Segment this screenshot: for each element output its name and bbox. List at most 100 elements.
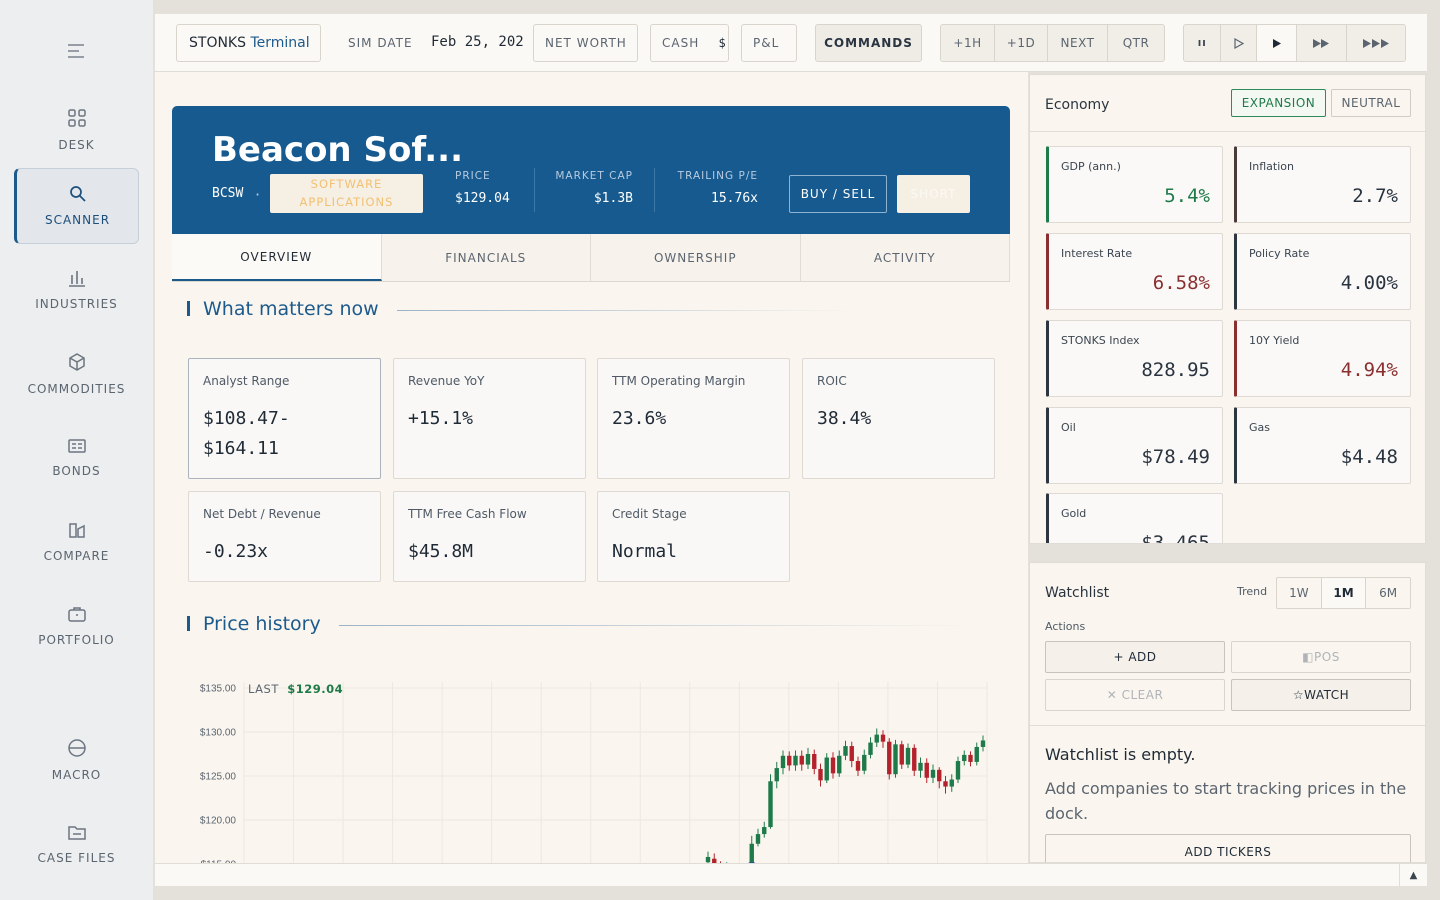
economy-tile-oil[interactable]: Oil $78.49 (1046, 407, 1223, 484)
economy-tile-gold[interactable]: Gold $3,465 (1046, 493, 1223, 544)
candle-body (749, 843, 754, 863)
tile-value: 6.58% (1152, 272, 1210, 294)
metric-card-net-debt[interactable]: Net Debt / Revenue -0.23x (188, 491, 381, 582)
sidebar-item-industries[interactable]: INDUSTRIES (14, 252, 139, 328)
metric-card-operating-margin[interactable]: TTM Operating Margin 23.6% (597, 358, 790, 479)
sidebar-item-case-files[interactable]: CASE FILES (14, 806, 139, 882)
tile-value: 4.94% (1340, 359, 1398, 381)
economy-tile-inflation[interactable]: Inflation 2.7% (1234, 146, 1411, 223)
sidebar-item-label: BONDS (52, 464, 101, 478)
sidebar-item-bonds[interactable]: BONDS (14, 420, 139, 496)
last-value: $129.04 (287, 682, 344, 696)
section-rule (397, 310, 857, 311)
metric-value: 38.4% (817, 408, 872, 429)
sidebar-item-scanner[interactable]: SCANNER (14, 168, 139, 244)
tab-financials[interactable]: FINANCIALS (382, 234, 591, 281)
fastest-button[interactable] (1347, 25, 1405, 61)
sidebar-item-label: SCANNER (44, 213, 111, 227)
sector-badge[interactable]: SOFTWARE APPLICATIONS (270, 174, 423, 213)
pl-button[interactable]: P&L (741, 24, 797, 62)
buy-sell-button[interactable]: BUY / SELL (789, 175, 887, 213)
sidebar-item-label: PORTFOLIO (38, 633, 115, 647)
candle-body (780, 755, 786, 769)
top-bar: STONKS Terminal SIM DATE Feb 25, 202 NET… (155, 14, 1427, 72)
regime-expansion-badge[interactable]: EXPANSION (1231, 89, 1326, 117)
step-next-button[interactable]: NEXT (1048, 25, 1108, 61)
pe-value: 15.76x (711, 191, 758, 206)
metric-card-analyst-range[interactable]: Analyst Range $108.47- $164.11 (188, 358, 381, 479)
candle-body (787, 755, 792, 766)
tab-overview[interactable]: OVERVIEW (172, 234, 382, 281)
y-tick-label: $115.00 (201, 860, 237, 864)
pe-label: TRAILING P/E (677, 170, 758, 182)
play-slow-button[interactable] (1221, 25, 1258, 61)
regime-neutral-badge[interactable]: NEUTRAL (1331, 89, 1411, 117)
net-worth-button[interactable]: NET WORTH (533, 24, 638, 62)
economy-tile-gdp[interactable]: GDP (ann.) 5.4% (1046, 146, 1223, 223)
market-cap-label: MARKET CAP (555, 170, 633, 182)
range-6m-button[interactable]: 6M (1379, 586, 1398, 600)
candle-body (843, 746, 848, 756)
step-1h-button[interactable]: +1H (941, 25, 995, 61)
y-tick-label: $130.00 (200, 728, 237, 739)
economy-tile-stonks-index[interactable]: STONKS Index 828.95 (1046, 320, 1223, 397)
range-1m-button[interactable]: 1M (1321, 578, 1367, 608)
metric-label: Credit Stage (612, 507, 687, 521)
candle-body (805, 754, 811, 765)
metric-card-credit-stage[interactable]: Credit Stage Normal (597, 491, 790, 582)
metric-card-roic[interactable]: ROIC 38.4% (802, 358, 995, 479)
short-button[interactable]: SHORT (897, 175, 970, 213)
dock-toggle-button[interactable]: ▲ (1399, 864, 1427, 886)
pos-button[interactable]: ◧POS (1231, 641, 1411, 673)
divider (1030, 725, 1425, 726)
candle-body (824, 757, 829, 781)
candle-body (793, 755, 798, 766)
sidebar-item-commodities[interactable]: COMMODITIES (14, 336, 139, 412)
company-name: Beacon Sof... (212, 130, 463, 170)
add-button[interactable]: + ADD (1045, 641, 1225, 673)
economy-tile-10y-yield[interactable]: 10Y Yield 4.94% (1234, 320, 1411, 397)
sidebar-item-desk[interactable]: DESK (14, 92, 139, 168)
sidebar-item-macro[interactable]: MACRO (14, 722, 139, 798)
watchlist-title: Watchlist (1045, 585, 1110, 601)
sidebar-item-portfolio[interactable]: PORTFOLIO (14, 588, 139, 664)
commands-button[interactable]: COMMANDS (815, 24, 922, 62)
watch-button[interactable]: ☆WATCH (1231, 679, 1411, 711)
fastest-icon (1362, 38, 1389, 48)
clear-button[interactable]: ✕ CLEAR (1045, 679, 1225, 711)
range-1w-button[interactable]: 1W (1277, 578, 1322, 608)
trend-label: Trend (1237, 585, 1268, 598)
play-icon (1272, 38, 1281, 48)
metric-value: +15.1% (408, 408, 474, 429)
add-tickers-button[interactable]: ADD TICKERS (1045, 834, 1411, 862)
price-chart[interactable]: $135.00$130.00$125.00$120.00$115.00E (172, 662, 1002, 863)
step-1d-button[interactable]: +1D (995, 25, 1048, 61)
folder-icon (67, 826, 86, 840)
fast-forward-icon (1313, 38, 1330, 48)
metric-card-revenue-yoy[interactable]: Revenue YoY +15.1% (393, 358, 586, 479)
metric-label: Net Debt / Revenue (203, 507, 321, 521)
cash-button[interactable]: CASH $ (650, 24, 729, 62)
menu-icon[interactable] (67, 43, 85, 59)
step-qtr-button[interactable]: QTR (1122, 36, 1150, 50)
metric-value: Normal (612, 541, 678, 562)
candle-body (943, 781, 948, 787)
sidebar-item-compare[interactable]: COMPARE (14, 504, 139, 580)
candle-body (899, 744, 904, 765)
tab-ownership[interactable]: OWNERSHIP (591, 234, 801, 281)
play-button[interactable] (1257, 25, 1297, 61)
tile-value: $3,465 (1141, 532, 1210, 544)
economy-tile-interest-rate[interactable]: Interest Rate 6.58% (1046, 233, 1223, 310)
sidebar-item-label: INDUSTRIES (35, 297, 118, 311)
brand-name: STONKS (189, 35, 246, 51)
tile-label: Interest Rate (1061, 247, 1133, 260)
pause-button[interactable] (1184, 25, 1221, 61)
economy-tile-policy-rate[interactable]: Policy Rate 4.00% (1234, 233, 1411, 310)
economy-tile-gas[interactable]: Gas $4.48 (1234, 407, 1411, 484)
candle-body (880, 734, 886, 742)
tile-value: 4.00% (1340, 272, 1398, 294)
candle-body (980, 740, 986, 747)
metric-card-free-cash-flow[interactable]: TTM Free Cash Flow $45.8M (393, 491, 586, 582)
fast-forward-button[interactable] (1297, 25, 1347, 61)
tab-activity[interactable]: ACTIVITY (801, 234, 1010, 281)
